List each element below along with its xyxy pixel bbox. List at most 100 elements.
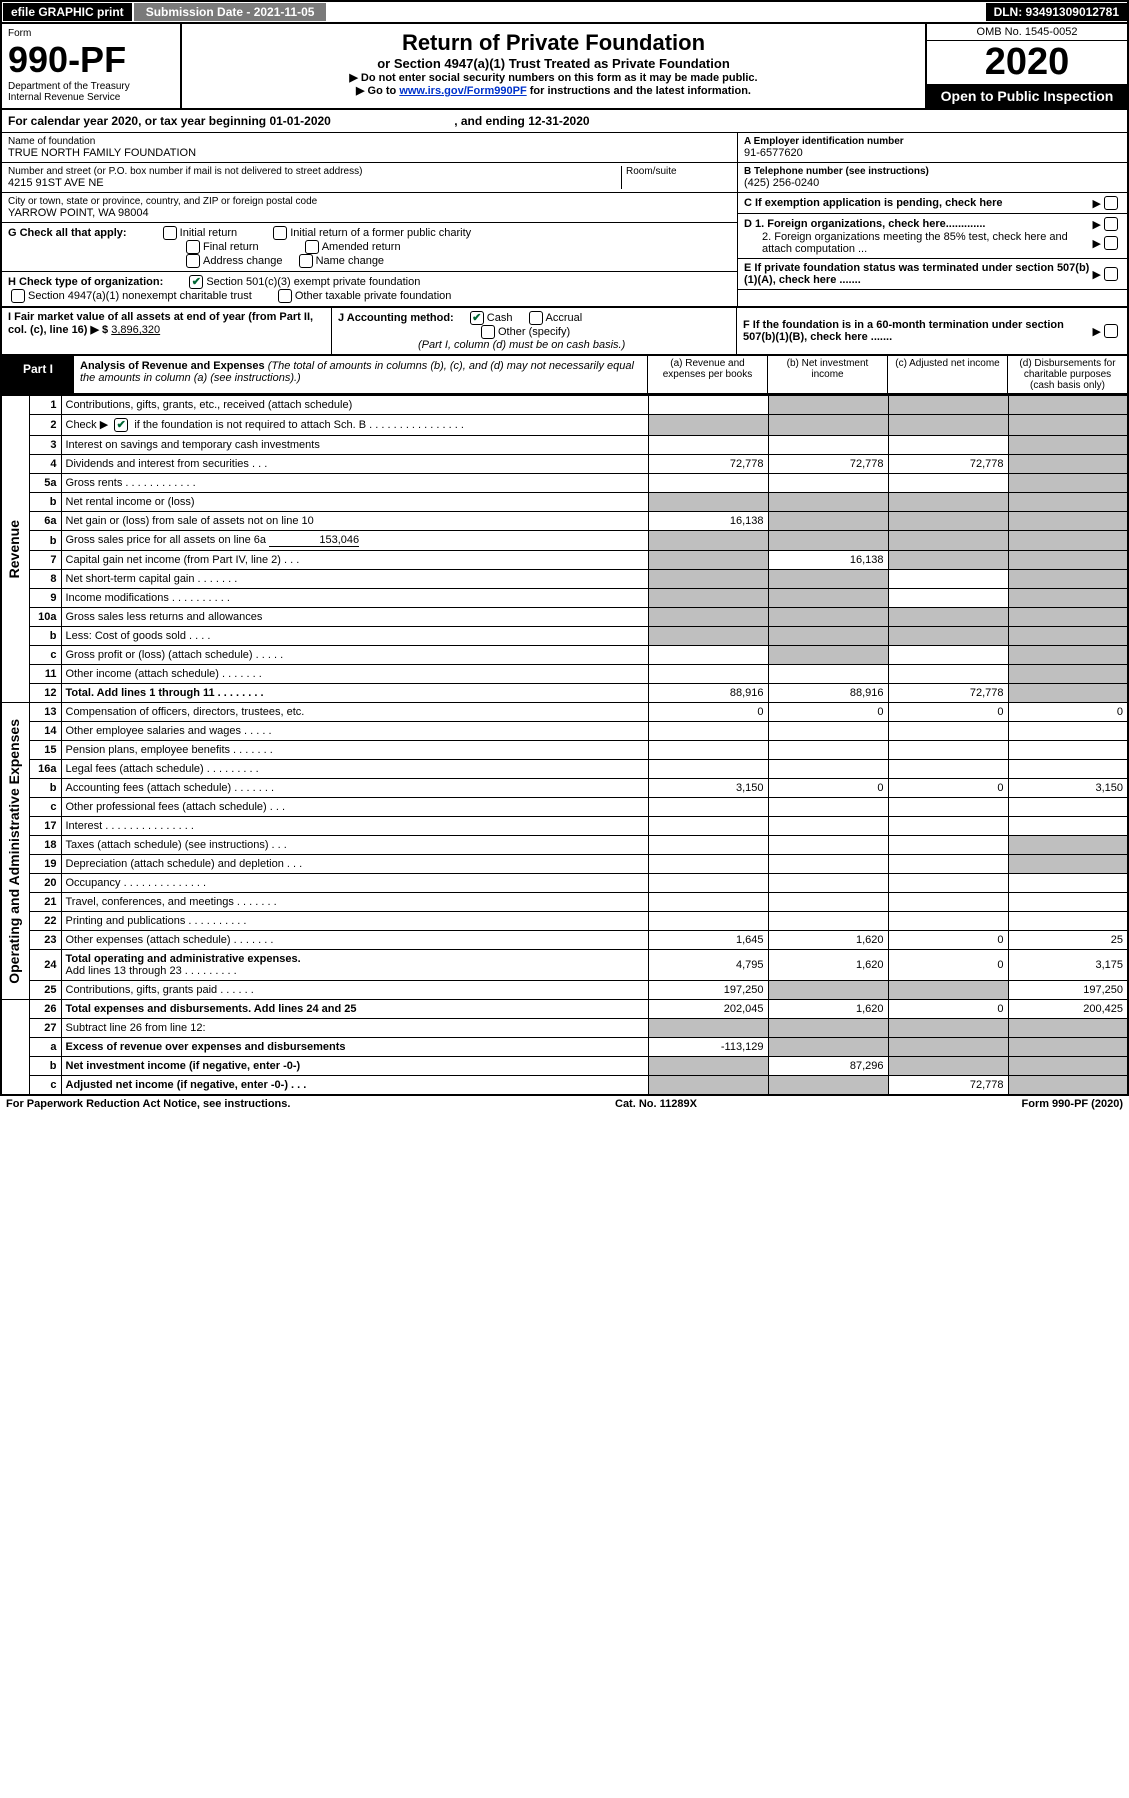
line-2-checkbox[interactable] <box>114 418 128 432</box>
box-j-label: J Accounting method: <box>338 312 454 324</box>
line-2-pre: Check ▶ <box>66 419 112 431</box>
line-8-no: 8 <box>29 570 61 589</box>
topbar: efile GRAPHIC print Submission Date - 20… <box>0 0 1129 24</box>
ein-value: 91-6577620 <box>744 147 1121 159</box>
g-name-change-checkbox[interactable] <box>299 254 313 268</box>
oae-side-label: Operating and Administrative Expenses <box>6 719 22 984</box>
revenue-side-label: Revenue <box>6 520 22 578</box>
line-13-c: 0 <box>888 703 1008 722</box>
line-23-b: 1,620 <box>768 931 888 950</box>
page-footer: For Paperwork Reduction Act Notice, see … <box>0 1096 1129 1112</box>
line-24-b: 1,620 <box>768 950 888 981</box>
box-f-checkbox[interactable] <box>1104 324 1118 338</box>
h-4947a1-checkbox[interactable] <box>11 289 25 303</box>
line-17-no: 17 <box>29 817 61 836</box>
line-24-d: 3,175 <box>1008 950 1128 981</box>
street-label: Number and street (or P.O. box number if… <box>8 166 621 177</box>
footer-mid: Cat. No. 11289X <box>615 1098 697 1110</box>
line-24-t2: Add lines 13 through 23 . . . . . . . . … <box>66 965 237 977</box>
line-25-desc: Contributions, gifts, grants paid . . . … <box>61 981 648 1000</box>
line-26-c: 0 <box>888 1000 1008 1019</box>
line-23-desc: Other expenses (attach schedule) . . . .… <box>61 931 648 950</box>
h-label: H Check type of organization: <box>8 276 163 288</box>
line-14-no: 14 <box>29 722 61 741</box>
line-18-desc: Taxes (attach schedule) (see instruction… <box>61 836 648 855</box>
line-26-b: 1,620 <box>768 1000 888 1019</box>
part-1-header: Part I Analysis of Revenue and Expenses … <box>0 355 1129 395</box>
g-address-change-checkbox[interactable] <box>186 254 200 268</box>
line-16b-no: b <box>29 779 61 798</box>
line-6a-a: 16,138 <box>648 512 768 531</box>
form-number: 990-PF <box>8 39 174 81</box>
line-16a-desc: Legal fees (attach schedule) . . . . . .… <box>61 760 648 779</box>
ein-label: A Employer identification number <box>744 136 1121 147</box>
line-4-desc: Dividends and interest from securities .… <box>61 455 648 474</box>
form990pf-link[interactable]: www.irs.gov/Form990PF <box>399 85 526 97</box>
col-b-header: (b) Net investment income <box>767 356 887 393</box>
g-initial-return-checkbox[interactable] <box>163 226 177 240</box>
cal-end: 12-31-2020 <box>528 114 589 128</box>
efile-print-button[interactable]: efile GRAPHIC print <box>3 3 132 21</box>
form-header: Form 990-PF Department of the Treasury I… <box>0 24 1129 110</box>
line-6b-text: Gross sales price for all assets on line… <box>66 534 267 546</box>
g-final-return-checkbox[interactable] <box>186 240 200 254</box>
j-cash-checkbox[interactable] <box>470 311 484 325</box>
g-initial-former-public-checkbox[interactable] <box>273 226 287 240</box>
line-12-b: 88,916 <box>768 684 888 703</box>
arrow-icon: ▶ <box>1093 237 1101 250</box>
col-c-header: (c) Adjusted net income <box>887 356 1007 393</box>
h-opt-501c3: Section 501(c)(3) exempt private foundat… <box>206 276 420 288</box>
line-1-desc: Contributions, gifts, grants, etc., rece… <box>61 396 648 415</box>
box-i-value: 3,896,320 <box>111 324 160 336</box>
arrow-icon: ▶ <box>1093 218 1101 231</box>
box-f-label: F If the foundation is in a 60-month ter… <box>743 319 1093 343</box>
line-23-d: 25 <box>1008 931 1128 950</box>
box-e-checkbox[interactable] <box>1104 267 1118 281</box>
line-19-desc: Depreciation (attach schedule) and deple… <box>61 855 648 874</box>
line-27c-c: 72,778 <box>888 1076 1008 1096</box>
line-7-desc: Capital gain net income (from Part IV, l… <box>61 551 648 570</box>
h-opt-4947: Section 4947(a)(1) nonexempt charitable … <box>28 290 252 302</box>
g-opt-initial-public: Initial return of a former public charit… <box>290 227 471 239</box>
line-12-a: 88,916 <box>648 684 768 703</box>
line-24-no: 24 <box>29 950 61 981</box>
h-other-taxable-checkbox[interactable] <box>278 289 292 303</box>
box-c-label: C If exemption application is pending, c… <box>744 197 1093 209</box>
line-22-desc: Printing and publications . . . . . . . … <box>61 912 648 931</box>
line-25-a: 197,250 <box>648 981 768 1000</box>
phone-value: (425) 256-0240 <box>744 177 1121 189</box>
line-21-desc: Travel, conferences, and meetings . . . … <box>61 893 648 912</box>
box-d1-checkbox[interactable] <box>1104 217 1118 231</box>
box-d2-label: 2. Foreign organizations meeting the 85%… <box>744 231 1093 255</box>
calendar-year-row: For calendar year 2020, or tax year begi… <box>0 110 1129 133</box>
arrow-icon: ▶ <box>1093 197 1101 210</box>
line-6b-inline: 153,046 <box>269 534 359 547</box>
box-d2-checkbox[interactable] <box>1104 236 1118 250</box>
j-accrual: Accrual <box>546 312 583 324</box>
j-other: Other (specify) <box>498 326 570 338</box>
section-g: G Check all that apply: Initial return I… <box>2 223 737 272</box>
line-24-a: 4,795 <box>648 950 768 981</box>
form-label: Form <box>8 28 174 39</box>
line-6b-desc: Gross sales price for all assets on line… <box>61 531 648 551</box>
line-4-no: 4 <box>29 455 61 474</box>
line-9-desc: Income modifications . . . . . . . . . . <box>61 589 648 608</box>
line-2-desc: Check ▶ if the foundation is not require… <box>61 415 648 436</box>
line-22-no: 22 <box>29 912 61 931</box>
line-26-desc: Total expenses and disbursements. Add li… <box>61 1000 648 1019</box>
g-amended-return-checkbox[interactable] <box>305 240 319 254</box>
j-other-checkbox[interactable] <box>481 325 495 339</box>
h-501c3-checkbox[interactable] <box>189 275 203 289</box>
line-27-desc: Subtract line 26 from line 12: <box>61 1019 648 1038</box>
line-10c-desc: Gross profit or (loss) (attach schedule)… <box>61 646 648 665</box>
line-13-no: 13 <box>29 703 61 722</box>
line-10a-desc: Gross sales less returns and allowances <box>61 608 648 627</box>
line-27c-desc: Adjusted net income (if negative, enter … <box>61 1076 648 1096</box>
line-26-d: 200,425 <box>1008 1000 1128 1019</box>
box-c-checkbox[interactable] <box>1104 196 1118 210</box>
line-26-a: 202,045 <box>648 1000 768 1019</box>
line-11-no: 11 <box>29 665 61 684</box>
j-accrual-checkbox[interactable] <box>529 311 543 325</box>
line-13-a: 0 <box>648 703 768 722</box>
line-24-desc: Total operating and administrative expen… <box>61 950 648 981</box>
